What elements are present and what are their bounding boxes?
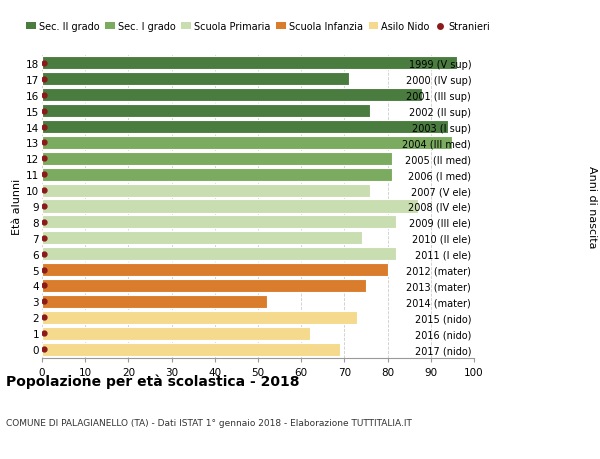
Text: Anni di nascita: Anni di nascita (587, 165, 597, 248)
Bar (42, 311, 358, 324)
Legend: Sec. II grado, Sec. I grado, Scuola Primaria, Scuola Infanzia, Asilo Nido, Stran: Sec. II grado, Sec. I grado, Scuola Prim… (26, 22, 490, 32)
Bar (42, 57, 457, 70)
Text: Popolazione per età scolastica - 2018: Popolazione per età scolastica - 2018 (6, 374, 299, 389)
Bar (42, 232, 362, 245)
Bar (42, 137, 452, 150)
Bar (42, 200, 418, 213)
Bar (42, 280, 366, 292)
Bar (42, 343, 340, 356)
Bar (42, 263, 388, 276)
Bar (42, 168, 392, 181)
Bar (42, 73, 349, 86)
Bar (42, 216, 396, 229)
Text: COMUNE DI PALAGIANELLO (TA) - Dati ISTAT 1° gennaio 2018 - Elaborazione TUTTITAL: COMUNE DI PALAGIANELLO (TA) - Dati ISTAT… (6, 418, 412, 427)
Y-axis label: Età alunni: Età alunni (12, 179, 22, 235)
Bar (42, 184, 370, 197)
Bar (42, 295, 266, 308)
Bar (42, 152, 392, 166)
Bar (42, 105, 370, 118)
Bar (42, 121, 448, 134)
Bar (42, 327, 310, 340)
Bar (42, 89, 422, 102)
Bar (42, 247, 396, 261)
